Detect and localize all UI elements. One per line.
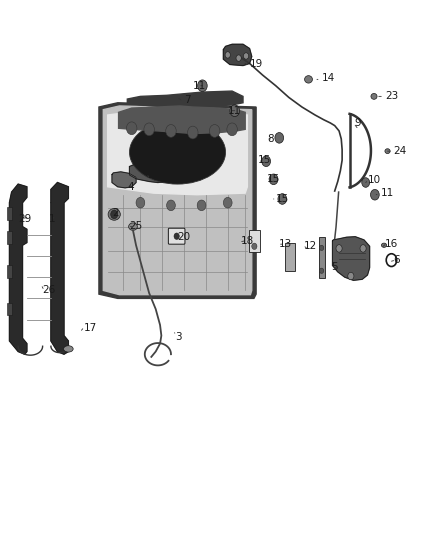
Bar <box>7 207 12 220</box>
Ellipse shape <box>371 93 377 99</box>
Bar <box>318 237 325 278</box>
Polygon shape <box>10 184 27 354</box>
Text: 12: 12 <box>304 241 318 251</box>
Text: 15: 15 <box>258 155 272 165</box>
Text: 8: 8 <box>267 134 274 144</box>
Circle shape <box>236 55 241 61</box>
Text: 11: 11 <box>381 188 394 198</box>
Text: 26: 26 <box>42 286 56 295</box>
Text: 17: 17 <box>84 322 97 333</box>
Polygon shape <box>99 103 256 298</box>
Text: 18: 18 <box>241 236 254 246</box>
Text: 29: 29 <box>18 214 32 224</box>
Circle shape <box>360 245 366 252</box>
Text: 1: 1 <box>49 214 55 224</box>
Circle shape <box>136 197 145 208</box>
Text: 3: 3 <box>175 332 182 342</box>
Bar <box>7 265 12 278</box>
Text: 10: 10 <box>367 175 381 185</box>
Polygon shape <box>103 106 252 295</box>
Text: 7: 7 <box>184 95 191 105</box>
Text: 24: 24 <box>394 146 407 156</box>
Circle shape <box>348 272 354 280</box>
Circle shape <box>198 80 207 92</box>
Ellipse shape <box>381 243 387 247</box>
Circle shape <box>127 122 137 135</box>
Circle shape <box>111 210 118 219</box>
Text: 15: 15 <box>267 174 280 184</box>
Text: 20: 20 <box>177 232 191 243</box>
Circle shape <box>197 200 206 211</box>
Circle shape <box>252 243 257 249</box>
Text: 21: 21 <box>147 169 160 180</box>
Ellipse shape <box>108 208 120 220</box>
Circle shape <box>223 197 232 208</box>
Bar <box>7 231 12 244</box>
Text: 14: 14 <box>321 73 335 83</box>
FancyBboxPatch shape <box>168 228 185 244</box>
Text: 11: 11 <box>228 106 241 116</box>
Text: 2: 2 <box>112 208 119 219</box>
Circle shape <box>319 245 324 251</box>
Ellipse shape <box>130 120 226 184</box>
Text: 19: 19 <box>250 60 263 69</box>
Circle shape <box>209 125 220 138</box>
Text: 4: 4 <box>127 182 134 192</box>
Text: 16: 16 <box>385 239 398 248</box>
Circle shape <box>319 268 324 273</box>
Circle shape <box>230 105 240 117</box>
Polygon shape <box>223 44 252 66</box>
Circle shape <box>244 53 249 59</box>
Polygon shape <box>112 172 136 188</box>
Polygon shape <box>130 163 171 182</box>
Circle shape <box>225 52 230 58</box>
Circle shape <box>275 133 284 143</box>
Bar <box>7 303 12 316</box>
Text: 5: 5 <box>332 262 338 271</box>
Polygon shape <box>127 91 243 108</box>
Circle shape <box>174 233 179 239</box>
Text: 9: 9 <box>354 118 361 128</box>
Text: 25: 25 <box>130 221 143 231</box>
Text: 23: 23 <box>385 91 398 101</box>
Circle shape <box>227 123 237 136</box>
Polygon shape <box>108 110 247 195</box>
Circle shape <box>269 174 278 184</box>
Ellipse shape <box>304 76 312 83</box>
Ellipse shape <box>64 346 73 352</box>
Circle shape <box>262 156 271 166</box>
Circle shape <box>187 126 198 139</box>
Ellipse shape <box>385 149 390 154</box>
Circle shape <box>278 193 287 204</box>
Text: 15: 15 <box>276 194 289 204</box>
Polygon shape <box>51 182 68 354</box>
Text: 11: 11 <box>193 81 206 91</box>
Text: 6: 6 <box>394 255 400 264</box>
Circle shape <box>336 245 342 252</box>
Circle shape <box>362 177 370 187</box>
Polygon shape <box>119 106 245 134</box>
Polygon shape <box>332 237 370 280</box>
Circle shape <box>166 125 176 138</box>
Ellipse shape <box>129 223 138 230</box>
Text: 13: 13 <box>279 239 293 248</box>
Circle shape <box>166 200 175 211</box>
Bar <box>249 230 260 252</box>
Circle shape <box>371 189 379 200</box>
Circle shape <box>144 123 154 136</box>
Bar <box>286 243 295 271</box>
